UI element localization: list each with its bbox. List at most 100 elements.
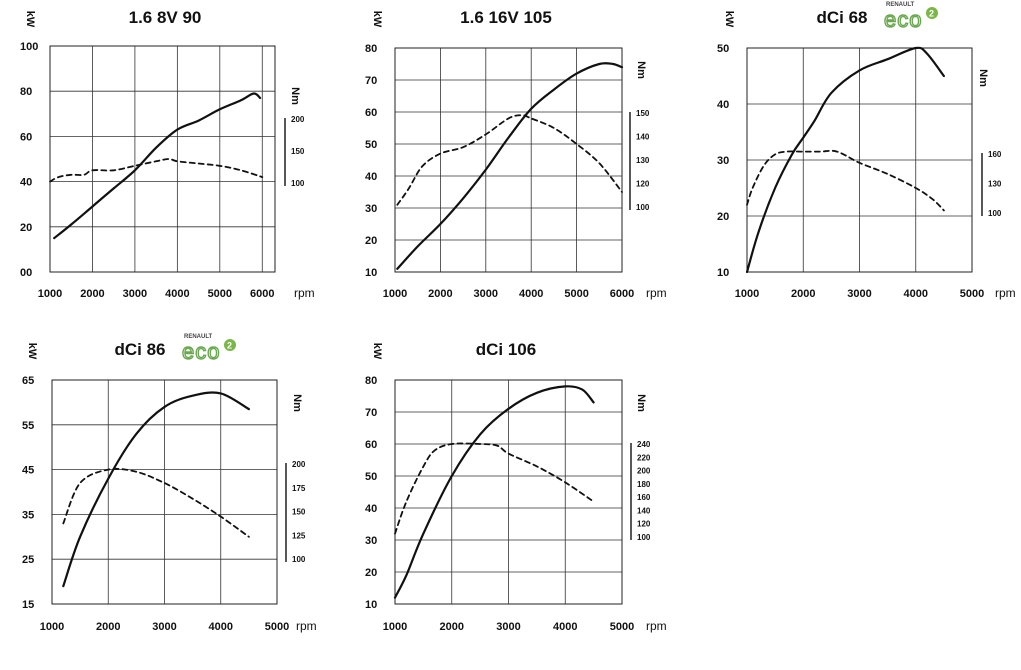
- y-tick-label: 45: [22, 465, 34, 477]
- y-tick-label: 50: [717, 43, 729, 55]
- chart-1: 1.6 8V 90 kW 00 20 40 60 80 100 1000 2000 3000 4000…: [20, 8, 315, 300]
- x-tick-label: 3000: [496, 621, 520, 633]
- torque-tick-label: 100: [637, 533, 651, 542]
- power-curve: [745, 46, 945, 274]
- torque-tick-label: 200: [291, 115, 305, 124]
- logo-eco-text: eco: [884, 7, 922, 32]
- torque-tick-label: 125: [292, 531, 306, 540]
- x-tick-label: 5000: [208, 288, 232, 300]
- torque-curve: [396, 114, 623, 206]
- torque-tick-label: 120: [636, 180, 650, 189]
- torque-curve: [62, 467, 250, 538]
- x-unit-label: rpm: [646, 286, 667, 300]
- y-tick-label: 50: [365, 139, 377, 151]
- torque-tick-label: 150: [636, 109, 650, 118]
- x-tick-label: 1000: [383, 621, 407, 633]
- y-tick-label: 20: [365, 235, 377, 247]
- torque-unit-label: Nm: [635, 394, 647, 412]
- y-unit-label: kW: [371, 11, 383, 28]
- y-tick-label: 60: [20, 131, 32, 143]
- y-tick-label: 20: [20, 222, 32, 234]
- torque-tick-label: 100: [292, 555, 306, 564]
- torque-curve: [49, 158, 264, 183]
- chart-title: 1.6 16V 105: [460, 8, 552, 27]
- torque-tick-label: 100: [291, 179, 305, 188]
- plot-frame: [394, 47, 623, 273]
- torque-tick-label: 100: [988, 209, 1002, 218]
- x-tick-label: 4000: [519, 288, 543, 300]
- y-tick-label: 40: [717, 99, 729, 111]
- x-unit-label: rpm: [995, 286, 1016, 300]
- logo-leaf-icon: [926, 7, 938, 19]
- x-tick-label: 3000: [152, 621, 176, 633]
- plot-frame: [49, 45, 276, 273]
- x-tick-label: 4000: [165, 288, 189, 300]
- y-tick-label: 30: [717, 155, 729, 167]
- chart-title: dCi 68: [816, 8, 867, 27]
- torque-tick-label: 120: [637, 520, 651, 529]
- y-tick-label: 70: [365, 407, 377, 419]
- torque-tick-label: 140: [637, 506, 651, 515]
- power-curve: [396, 62, 624, 270]
- torque-curve: [394, 442, 595, 535]
- x-tick-label: 4000: [904, 288, 928, 300]
- x-tick-label: 5000: [610, 621, 634, 633]
- x-tick-label: 3000: [474, 288, 498, 300]
- y-tick-label: 80: [365, 375, 377, 387]
- x-unit-label: rpm: [296, 619, 317, 633]
- y-tick-label: 65: [22, 375, 34, 387]
- power-curve: [393, 385, 595, 599]
- y-tick-label: 10: [717, 267, 729, 279]
- y-tick-label: 00: [20, 267, 32, 279]
- y-unit-label: kW: [371, 343, 383, 360]
- logo-brand-text: RENAULT: [886, 2, 915, 8]
- x-tick-label: 1000: [735, 288, 759, 300]
- torque-unit-label: Nm: [635, 61, 647, 79]
- x-tick-label: 2000: [440, 621, 464, 633]
- torque-tick-label: 240: [637, 440, 651, 449]
- torque-unit-label: Nm: [289, 87, 301, 105]
- torque-curve: [746, 149, 945, 212]
- y-unit-label: kW: [26, 343, 38, 360]
- x-tick-label: 3000: [847, 288, 871, 300]
- y-tick-label: 80: [365, 43, 377, 55]
- logo-leaf-icon: [224, 339, 236, 351]
- chart-title: dCi 86: [114, 340, 165, 359]
- y-tick-label: 40: [20, 177, 32, 189]
- x-tick-label: 2000: [80, 288, 104, 300]
- logo-eco-text: eco: [182, 339, 220, 364]
- x-unit-label: rpm: [294, 286, 315, 300]
- torque-tick-label: 220: [637, 453, 651, 462]
- y-tick-label: 15: [22, 599, 34, 611]
- torque-tick-label: 150: [291, 147, 305, 156]
- torque-tick-label: 130: [988, 180, 1002, 189]
- logo-sup-text: 2: [227, 341, 232, 351]
- y-tick-label: 100: [20, 41, 38, 53]
- x-tick-label: 5000: [960, 288, 984, 300]
- chart-2: 1.6 16V 105 kW 10 20 30 40 50 60 70 80 1000 2000 300…: [365, 8, 667, 300]
- y-tick-label: 20: [365, 567, 377, 579]
- plot-frame: [394, 379, 623, 605]
- torque-tick-label: 100: [636, 203, 650, 212]
- y-tick-label: 60: [365, 107, 377, 119]
- x-tick-label: 2000: [428, 288, 452, 300]
- torque-tick-label: 130: [636, 156, 650, 165]
- y-unit-label: kW: [723, 11, 735, 28]
- chart-title: dCi 106: [476, 340, 536, 359]
- power-curve: [53, 92, 262, 240]
- y-tick-label: 25: [22, 554, 34, 566]
- y-unit-label: kW: [24, 11, 36, 28]
- y-tick-label: 40: [365, 503, 377, 515]
- torque-unit-label: Nm: [977, 69, 989, 87]
- x-tick-label: 4000: [553, 621, 577, 633]
- torque-tick-label: 180: [637, 480, 651, 489]
- y-tick-label: 10: [365, 267, 377, 279]
- torque-tick-label: 140: [636, 133, 650, 142]
- y-tick-label: 20: [717, 211, 729, 223]
- x-tick-label: 1000: [38, 288, 62, 300]
- x-tick-label: 2000: [96, 621, 120, 633]
